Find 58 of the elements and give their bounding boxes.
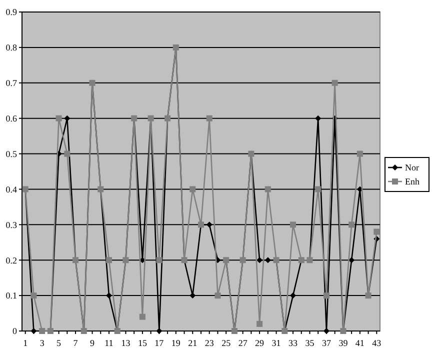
point <box>156 328 162 334</box>
x-tick-label: 31 <box>272 338 281 348</box>
x-tick-label: 27 <box>238 338 248 348</box>
point <box>56 115 62 122</box>
x-tick-label: 25 <box>222 338 232 348</box>
point <box>374 228 380 235</box>
point <box>64 150 70 157</box>
point <box>30 328 37 334</box>
point <box>256 320 263 327</box>
point <box>332 80 338 86</box>
x-tick-label: 13 <box>121 338 131 348</box>
x-tick-label: 5 <box>56 338 62 348</box>
x-tick-label: 29 <box>255 338 265 348</box>
point <box>348 257 355 264</box>
point <box>206 115 212 122</box>
y-tick-label: 0.6 <box>6 113 18 124</box>
y-tick-label: 0.4 <box>6 184 18 194</box>
y-tick-label: 0.2 <box>6 255 17 266</box>
point <box>356 150 363 157</box>
x-tick-label: 3 <box>40 338 45 348</box>
x-tick-label: 1 <box>23 338 28 348</box>
y-tick-label: 0.1 <box>6 290 17 301</box>
point <box>348 222 355 228</box>
x-tick-label: 15 <box>138 338 148 348</box>
x-tick-label: 11 <box>104 338 114 348</box>
point <box>214 292 221 299</box>
y-tick-label: 0.5 <box>6 148 18 159</box>
x-tick-label: 21 <box>188 338 198 348</box>
y-tick-label: 0.7 <box>6 78 18 88</box>
point <box>190 186 196 192</box>
legend-label: Nor <box>405 162 419 173</box>
x-tick-label: 33 <box>288 338 298 348</box>
x-tick-label: 9 <box>90 338 96 348</box>
point <box>139 314 146 320</box>
x-tick-label: 17 <box>154 338 164 348</box>
x-tick-label: 23 <box>204 338 214 348</box>
legend-label: Enh <box>405 176 420 187</box>
x-tick-label: 41 <box>355 338 364 348</box>
point <box>290 222 296 228</box>
point <box>264 186 271 192</box>
point <box>156 257 162 264</box>
x-tick-label: 43 <box>372 338 382 348</box>
x-tick-label: 37 <box>322 338 332 348</box>
x-tick-label: 35 <box>305 338 315 348</box>
y-tick-label: 0.8 <box>6 42 18 53</box>
y-tick-label: 0.3 <box>6 220 18 230</box>
point <box>64 115 70 122</box>
point <box>264 257 271 264</box>
x-tick-label: 19 <box>171 338 181 348</box>
y-tick-label: 0 <box>12 326 18 336</box>
point <box>323 292 330 299</box>
x-tick-label: 39 <box>338 338 348 348</box>
y-tick-label: 0.9 <box>6 7 18 18</box>
x-tick-label: 7 <box>73 338 78 348</box>
point <box>315 186 322 192</box>
point <box>30 292 37 299</box>
point <box>315 115 322 122</box>
point <box>106 257 112 264</box>
